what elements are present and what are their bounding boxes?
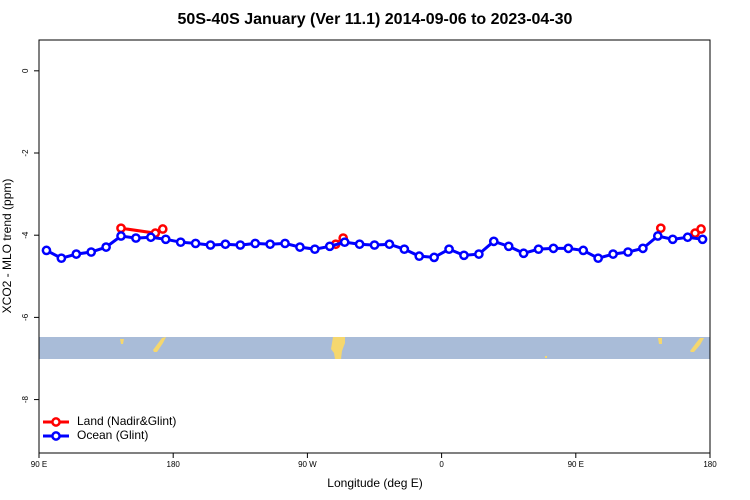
data-point xyxy=(295,242,305,252)
legend-marker xyxy=(51,431,61,441)
data-point xyxy=(697,234,708,245)
data-point xyxy=(399,244,410,255)
data-point xyxy=(354,239,365,250)
data-point xyxy=(578,245,589,256)
data-point xyxy=(548,243,559,254)
legend-marker xyxy=(51,417,61,427)
x-tick-label: 90 E xyxy=(568,460,584,469)
y-axis-label: XCO2 - MLO trend (ppm) xyxy=(0,179,14,314)
data-point xyxy=(116,223,126,234)
data-point xyxy=(339,237,350,248)
x-tick-label: 180 xyxy=(703,460,717,469)
data-point xyxy=(369,240,380,250)
data-point xyxy=(220,239,231,250)
chart-title: 50S-40S January (Ver 11.1) 2014-09-06 to… xyxy=(178,11,573,28)
map-strip xyxy=(39,337,710,359)
data-point xyxy=(101,242,111,252)
data-point xyxy=(623,247,633,257)
data-point xyxy=(474,249,484,259)
legend-label: Ocean (Glint) xyxy=(77,428,148,442)
data-point xyxy=(429,252,439,263)
data-point xyxy=(652,231,663,241)
data-point xyxy=(459,250,469,261)
data-point xyxy=(310,244,320,255)
y-tick-label: -8 xyxy=(21,395,30,403)
data-point xyxy=(157,224,168,234)
x-axis-label: Longitude (deg E) xyxy=(327,476,422,490)
data-point xyxy=(56,253,67,264)
data-point xyxy=(696,224,706,234)
data-point xyxy=(518,248,529,259)
data-point xyxy=(593,253,604,264)
data-point xyxy=(638,243,648,254)
y-tick-label: 0 xyxy=(21,68,30,73)
data-point xyxy=(280,238,290,249)
data-point xyxy=(175,237,186,248)
x-tick-label: 180 xyxy=(167,460,181,469)
data-point xyxy=(71,249,82,259)
y-tick-label: -4 xyxy=(21,231,30,239)
y-tick-label: -6 xyxy=(21,313,30,321)
data-point xyxy=(265,239,275,250)
data-point xyxy=(414,251,425,262)
legend-label: Land (Nadir&Glint) xyxy=(77,414,176,428)
x-tick-label: 0 xyxy=(439,460,444,469)
y-tick-label: -2 xyxy=(21,149,30,157)
data-point xyxy=(503,241,514,252)
x-tick-label: 90 W xyxy=(298,460,317,469)
plot-frame xyxy=(38,39,711,454)
data-point xyxy=(682,232,693,243)
data-point xyxy=(250,238,261,249)
data-point xyxy=(608,249,618,259)
data-point xyxy=(116,231,126,241)
data-point xyxy=(41,245,52,256)
data-point xyxy=(563,243,574,254)
data-point xyxy=(131,233,141,243)
data-point xyxy=(384,239,395,250)
data-point xyxy=(145,232,156,243)
data-point xyxy=(160,234,171,245)
data-point xyxy=(190,238,201,249)
data-point xyxy=(488,236,499,247)
data-point xyxy=(533,244,544,255)
data-point xyxy=(205,240,216,250)
data-point xyxy=(655,223,666,234)
data-point xyxy=(86,247,97,257)
data-point xyxy=(235,240,246,250)
data-point xyxy=(444,244,454,255)
x-tick-label: 90 E xyxy=(31,460,47,469)
data-point xyxy=(667,234,678,245)
data-point xyxy=(324,241,335,252)
